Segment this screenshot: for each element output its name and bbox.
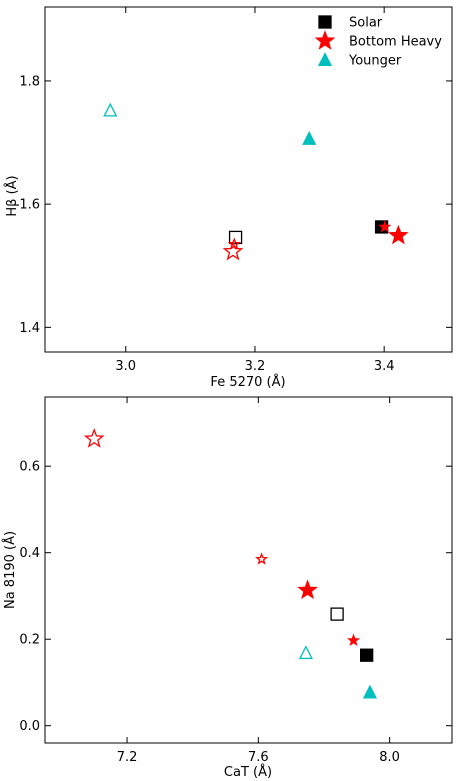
legend-label-younger: Younger (348, 54, 402, 69)
top-y-tick-label: 1.6 (19, 198, 40, 213)
bottom-bottom-heavy-star-point (255, 552, 269, 565)
bottom-x-tick-label: 7.2 (117, 750, 138, 765)
bottom-bottom-heavy-star-point (83, 428, 105, 448)
bottom-bottom-heavy-star-point (347, 633, 361, 647)
top-younger-triangle-point (302, 131, 317, 145)
bottom-x-tick-label: 7.6 (248, 750, 269, 765)
bottom-y-tick-label: 0.0 (19, 719, 40, 734)
top-plot-frame (44, 6, 453, 353)
bottom-plot-frame (44, 396, 453, 744)
top-y-tick-label: 1.4 (19, 321, 40, 336)
bottom-bottom-heavy-star-point (297, 579, 318, 600)
top-bottom-heavy-star-point (378, 220, 392, 233)
bottom-x-axis-label: CaT (Å) (224, 764, 272, 780)
top-x-tick-label: 3.4 (374, 359, 395, 374)
top-younger-triangle-point (103, 102, 118, 117)
bottom-y-axis-label: Na 8190 (Å) (2, 531, 18, 609)
top-bottom-heavy-star-point (227, 237, 241, 250)
top-y-axis-label: Hβ (Å) (4, 175, 20, 216)
top-x-tick-label: 3.0 (115, 359, 136, 374)
bottom-y-tick-label: 0.2 (19, 633, 40, 648)
legend-label-solar: Solar (349, 16, 383, 31)
bottom-younger-triangle-point (298, 645, 313, 660)
top-x-axis-label: Fe 5270 (Å) (210, 374, 285, 390)
top-bottom-heavy-star-point (222, 240, 244, 261)
top-y-tick-label: 1.8 (19, 74, 40, 89)
top-bottom-heavy-star-point (388, 224, 409, 245)
legend-label-bottom-heavy: Bottom Heavy (349, 35, 442, 50)
bottom-x-tick-label: 8.0 (379, 750, 400, 765)
bottom-scatter-panel: CaT (Å) Na 8190 (Å) 7.2 7.6 8.0 0.0 0.2 0.4 0.… (2, 396, 453, 780)
bottom-y-tick-label: 0.4 (19, 546, 40, 561)
top-scatter-panel: Fe 5270 (Å) Hβ (Å) 3.0 3.2 3.4 1.4 1.6 1.8 (4, 6, 453, 390)
bottom-solar-square-point (360, 648, 374, 662)
legend-bottom-heavy-marker (314, 30, 336, 50)
top-solar-square-point (228, 230, 243, 245)
bottom-solar-square-point (330, 607, 344, 621)
legend-younger-marker (317, 52, 333, 67)
legend-solar-marker (318, 15, 332, 29)
legend: Solar Bottom Heavy Younger (314, 15, 442, 69)
top-x-tick-label: 3.2 (245, 359, 266, 374)
bottom-y-tick-label: 0.6 (19, 460, 40, 475)
bottom-younger-triangle-point (362, 684, 378, 699)
